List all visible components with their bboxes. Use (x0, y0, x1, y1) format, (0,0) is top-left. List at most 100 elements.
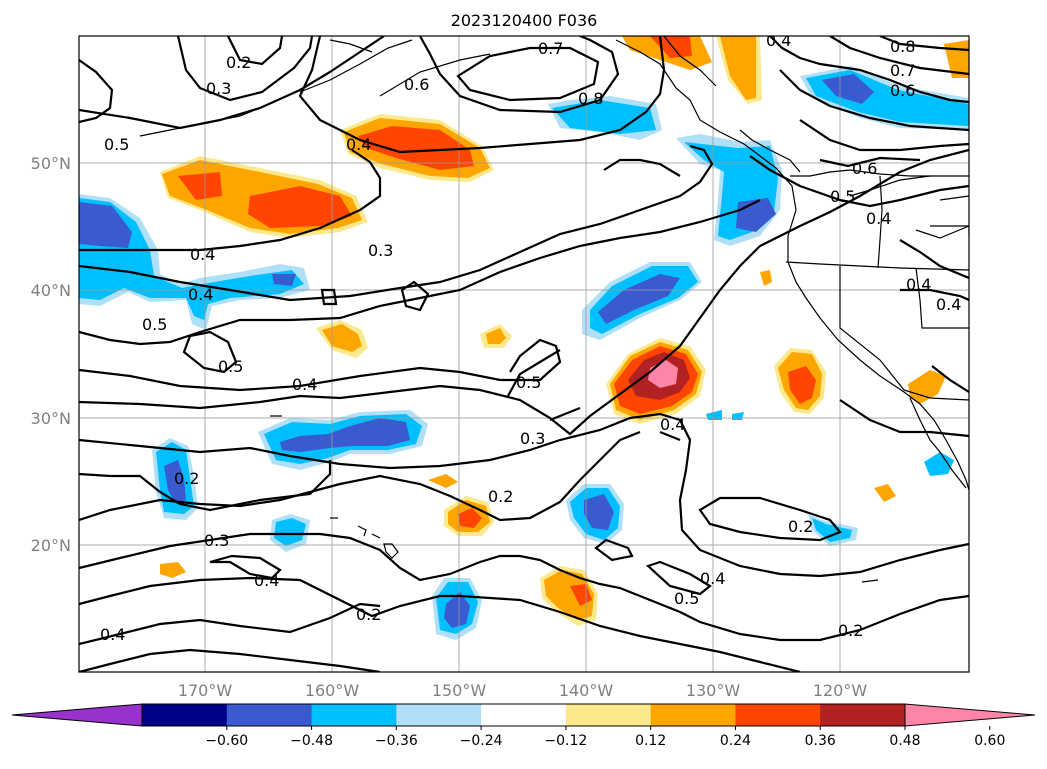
colorbar-segment (226, 704, 313, 726)
lon-label: 140°W (559, 681, 614, 700)
positive-anomaly-patch (178, 172, 222, 200)
colorbar-tick-label: 0.48 (889, 733, 920, 749)
negative-anomaly-patch (79, 202, 132, 248)
contour-label: 0.4 (346, 135, 371, 154)
colorbar-tick-label: −0.24 (460, 733, 503, 749)
positive-anomaly-patch (248, 186, 352, 228)
figure-title: 2023120400 F036 (451, 11, 598, 30)
colorbar-segment (820, 704, 906, 726)
contour-label: 0.2 (788, 517, 813, 536)
contour-label: 0.4 (766, 31, 791, 50)
colorbar-segment (396, 704, 482, 726)
contour-label: 0.6 (852, 159, 877, 178)
colorbar-tick-label: −0.60 (205, 733, 248, 749)
graticule (79, 36, 969, 672)
colorbar-tick-label: 0.12 (635, 733, 666, 749)
contour-label: 0.3 (206, 79, 231, 98)
lon-label: 170°W (178, 681, 233, 700)
contour-label: 0.4 (188, 285, 213, 304)
negative-anomaly-patch (924, 452, 954, 476)
contour-label: 0.4 (866, 209, 891, 228)
negative-anomaly-patch (598, 274, 680, 324)
colorbar-tick-label: 0.60 (974, 733, 1005, 749)
colorbar-extension-low (11, 703, 143, 727)
contour-label: 0.5 (830, 187, 855, 206)
contour-label: 0.5 (674, 589, 699, 608)
positive-anomaly-patch (908, 370, 946, 404)
contour-label: 0.4 (906, 275, 931, 294)
negative-anomaly-patch (274, 518, 306, 546)
contour-label: 0.2 (838, 621, 863, 640)
colorbar-tick-label: −0.36 (375, 733, 418, 749)
latitude-labels: 50°N 40°N 30°N 20°N (31, 154, 71, 555)
positive-anomaly-patch (428, 474, 458, 488)
positive-anomaly-patch (160, 562, 186, 578)
colorbar-outline (141, 703, 906, 727)
lat-label: 30°N (31, 409, 71, 428)
colorbar-tick-label: 0.24 (720, 733, 751, 749)
contour-label: 0.5 (516, 373, 541, 392)
contour-label: 0.3 (368, 241, 393, 260)
positive-anomaly-patch (358, 126, 474, 170)
contour-label: 0.4 (100, 625, 125, 644)
negative-anomaly-patch (552, 100, 656, 134)
map-frame (78, 35, 970, 673)
lon-label: 130°W (686, 681, 741, 700)
negative-anomaly-patch (272, 274, 296, 286)
positive-anomaly-patch (544, 570, 594, 620)
positive-anomaly-patch (458, 508, 482, 528)
contour-labels: 0.7 0.8 0.2 0.3 0.5 0.6 0.4 0.4 0.8 0.7 … (100, 31, 961, 644)
colorbar-segment (650, 704, 736, 726)
positive-anomaly-patch (486, 328, 506, 344)
colorbar-segment (142, 704, 228, 726)
positive-anomaly-patch (720, 36, 756, 100)
contour-lines (79, 36, 969, 672)
contour-label: 0.2 (226, 53, 251, 72)
lon-label: 160°W (305, 681, 360, 700)
lat-label: 50°N (31, 154, 71, 173)
contour-label: 0.4 (700, 569, 725, 588)
contour-label: 0.4 (292, 375, 317, 394)
contour-label: 0.2 (356, 605, 381, 624)
colorbar-segment (311, 704, 397, 726)
lon-label: 150°W (432, 681, 487, 700)
colorbar-tick-label: −0.48 (290, 733, 333, 749)
positive-anomaly-patch (874, 484, 896, 502)
contour-label: 0.8 (578, 89, 603, 108)
contour-label: 0.5 (218, 357, 243, 376)
contour-label: 0.4 (254, 571, 279, 590)
contour-label: 0.5 (104, 135, 129, 154)
contour-label: 0.5 (142, 315, 167, 334)
map-area: 0.7 0.8 0.2 0.3 0.5 0.6 0.4 0.4 0.8 0.7 … (79, 31, 969, 672)
colorbar-segment (735, 704, 821, 726)
islands (270, 415, 879, 583)
negative-anomaly-patch (584, 494, 614, 530)
colorbar-segment (481, 704, 567, 726)
negative-anomaly-patch (164, 460, 186, 504)
positive-anomaly-patch (760, 270, 772, 286)
lat-label: 20°N (31, 536, 71, 555)
negative-anomaly-patch (812, 518, 852, 542)
contour-label: 0.3 (204, 531, 229, 550)
negative-anomaly-patch (822, 74, 874, 104)
contour-label: 0.6 (404, 75, 429, 94)
contour-label: 0.4 (190, 245, 215, 264)
negative-anomaly-patch (444, 592, 470, 628)
lat-label: 40°N (31, 281, 71, 300)
colorbar-tick-label: −0.12 (544, 733, 587, 749)
longitude-labels: 170°W 160°W 150°W 140°W 130°W 120°W (178, 681, 868, 700)
contour-label: 0.3 (520, 429, 545, 448)
contour-label: 0.2 (174, 469, 199, 488)
colorbar: −0.60 −0.48 −0.36 −0.24 −0.12 0.12 0.24 0.36 0.4… (11, 703, 1036, 749)
lon-label: 120°W (813, 681, 868, 700)
contour-label: 0.8 (890, 37, 915, 56)
contour-label: 0.4 (936, 295, 961, 314)
negative-anomaly-patch (280, 418, 410, 452)
colorbar-extension-high (904, 703, 1036, 727)
contour-label: 0.7 (890, 61, 915, 80)
colorbar-tick-label: 0.36 (805, 733, 836, 749)
contour-label: 0.2 (488, 487, 513, 506)
positive-anomaly-patch (788, 366, 816, 404)
contour-label: 0.6 (890, 81, 915, 100)
